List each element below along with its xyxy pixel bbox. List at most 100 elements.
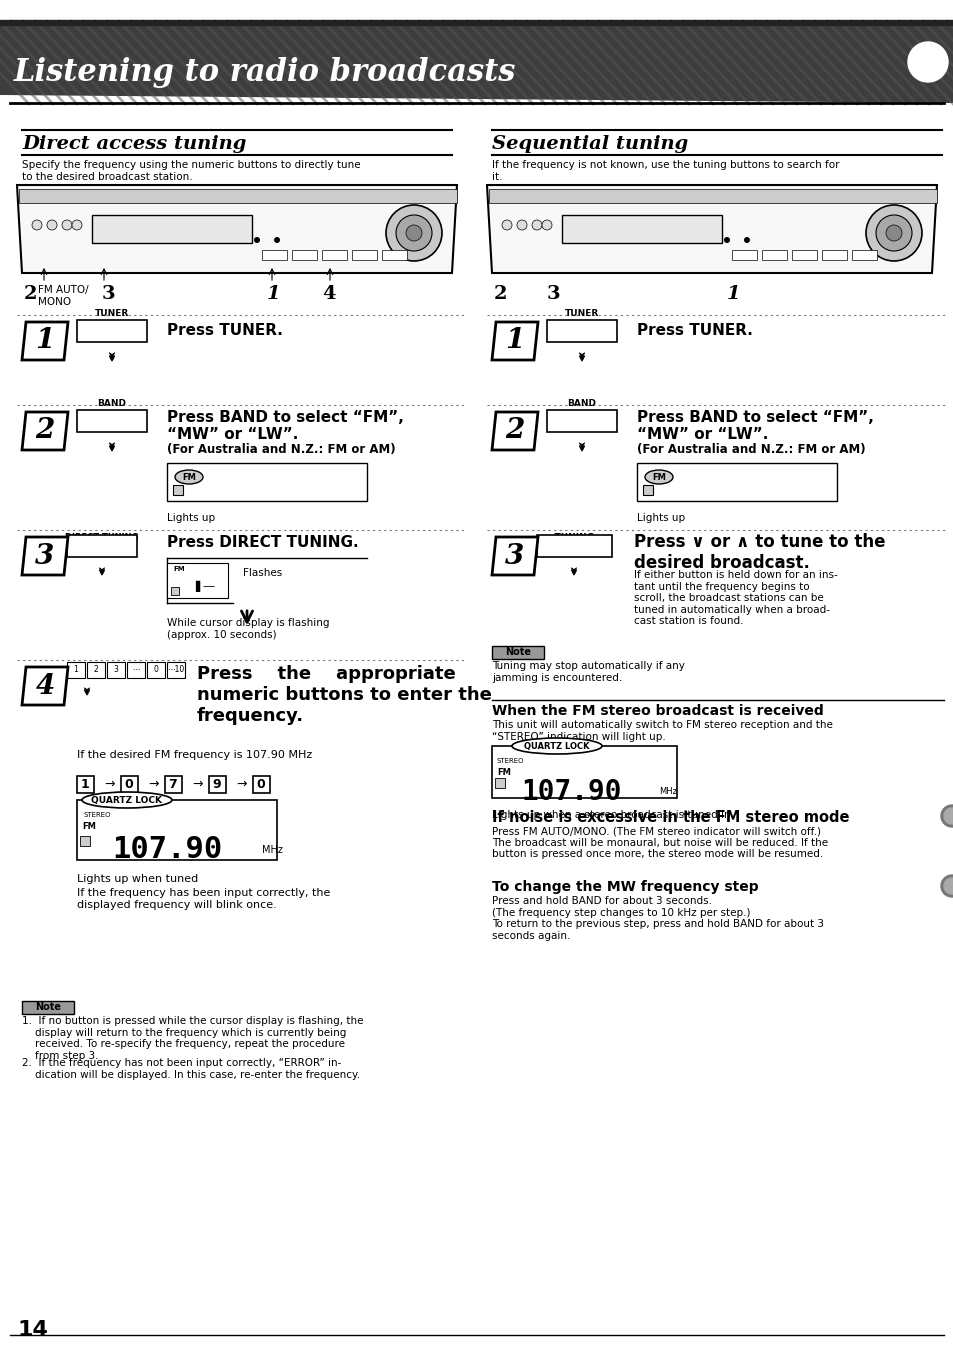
Text: QUARTZ LOCK: QUARTZ LOCK <box>91 796 162 804</box>
Bar <box>821 250 846 260</box>
Bar <box>147 662 165 679</box>
Circle shape <box>62 220 71 229</box>
Text: 2.  If the frequency has not been input correctly, “ERROR” in-
    dication will: 2. If the frequency has not been input c… <box>22 1058 359 1079</box>
Text: 1: 1 <box>73 665 78 674</box>
Text: 1: 1 <box>505 328 524 355</box>
Circle shape <box>253 237 260 243</box>
Bar <box>77 410 147 432</box>
Circle shape <box>274 237 280 243</box>
Bar <box>495 778 504 788</box>
Circle shape <box>885 225 901 241</box>
Polygon shape <box>22 666 68 706</box>
Bar <box>91 214 252 243</box>
Text: 1: 1 <box>726 285 740 304</box>
Bar <box>107 662 125 679</box>
Text: MHz: MHz <box>659 788 677 796</box>
Polygon shape <box>492 322 537 360</box>
Text: FM AUTO/
MONO: FM AUTO/ MONO <box>38 285 89 306</box>
Text: 0: 0 <box>125 777 133 791</box>
Bar <box>165 776 182 793</box>
Text: 0: 0 <box>153 665 158 674</box>
Circle shape <box>32 220 42 229</box>
Text: Specify the frequency using the numeric buttons to directly tune
to the desired : Specify the frequency using the numeric … <box>22 161 360 182</box>
Text: 3: 3 <box>113 665 118 674</box>
Text: 2: 2 <box>24 285 37 304</box>
Bar <box>381 250 407 260</box>
Ellipse shape <box>644 469 672 484</box>
Text: Press TUNER.: Press TUNER. <box>637 322 752 339</box>
Circle shape <box>71 220 82 229</box>
Circle shape <box>943 878 953 894</box>
Text: Press FM AUTO/MONO. (The FM stereo indicator will switch off.)
The broadcast wil: Press FM AUTO/MONO. (The FM stereo indic… <box>492 826 827 859</box>
Bar <box>167 463 367 500</box>
Text: ▌―: ▌― <box>194 580 214 592</box>
Circle shape <box>743 237 749 243</box>
Text: While cursor display is flashing
(approx. 10 seconds): While cursor display is flashing (approx… <box>167 618 329 639</box>
Bar <box>791 250 816 260</box>
Bar <box>77 320 147 343</box>
Text: 2: 2 <box>494 285 507 304</box>
Text: This unit will automatically switch to FM stereo reception and the
“STEREO” indi: This unit will automatically switch to F… <box>492 720 832 742</box>
Bar <box>87 662 105 679</box>
Text: ∨  TUNING  ∧: ∨ TUNING ∧ <box>540 533 607 542</box>
Polygon shape <box>492 537 537 575</box>
Text: Press BAND to select “FM”,
“MW” or “LW”.: Press BAND to select “FM”, “MW” or “LW”. <box>637 410 873 442</box>
Text: If the desired FM frequency is 107.90 MHz: If the desired FM frequency is 107.90 MH… <box>77 750 312 759</box>
Text: Press DIRECT TUNING.: Press DIRECT TUNING. <box>167 536 358 550</box>
Text: FM: FM <box>497 768 511 777</box>
Circle shape <box>541 220 552 229</box>
Text: Sequential tuning: Sequential tuning <box>492 135 687 152</box>
Text: DIRECT TUNING: DIRECT TUNING <box>65 533 138 542</box>
Text: 14: 14 <box>18 1321 49 1340</box>
Circle shape <box>47 220 57 229</box>
Text: 3: 3 <box>35 542 54 569</box>
Text: Lights up: Lights up <box>167 513 214 523</box>
Text: FM: FM <box>172 567 185 572</box>
Bar <box>642 486 652 495</box>
Bar <box>0 20 953 26</box>
Text: 107.90: 107.90 <box>112 835 222 865</box>
Circle shape <box>940 805 953 827</box>
Bar <box>322 250 347 260</box>
Text: Lights up: Lights up <box>637 513 684 523</box>
Bar <box>22 1001 74 1014</box>
Text: (For Australia and N.Z.: FM or AM): (For Australia and N.Z.: FM or AM) <box>637 442 864 456</box>
Text: Press    the    appropriate
numeric buttons to enter the
frequency.: Press the appropriate numeric buttons to… <box>196 665 492 724</box>
Polygon shape <box>0 20 953 103</box>
Text: 3: 3 <box>546 285 560 304</box>
Text: →: → <box>105 777 115 791</box>
Text: FM: FM <box>182 472 195 482</box>
Bar <box>262 250 287 260</box>
Text: 0: 0 <box>256 777 265 791</box>
Circle shape <box>386 205 441 260</box>
Circle shape <box>875 214 911 251</box>
Text: If noise is excessive in the FM stereo mode: If noise is excessive in the FM stereo m… <box>492 809 848 826</box>
Bar <box>492 646 543 660</box>
Text: (For Australia and N.Z.: FM or AM): (For Australia and N.Z.: FM or AM) <box>167 442 395 456</box>
Bar <box>489 189 936 202</box>
Text: TUNER: TUNER <box>94 309 129 318</box>
Text: Press ∨ or ∧ to tune to the
desired broadcast.: Press ∨ or ∧ to tune to the desired broa… <box>634 533 884 572</box>
Text: 3: 3 <box>505 542 524 569</box>
Bar <box>209 776 226 793</box>
Bar <box>67 536 137 557</box>
Bar <box>561 214 721 243</box>
Bar <box>127 662 145 679</box>
Polygon shape <box>22 411 68 451</box>
Text: 7: 7 <box>169 777 177 791</box>
Text: STEREO: STEREO <box>84 812 112 817</box>
Text: Listening to radio broadcasts: Listening to radio broadcasts <box>14 57 516 88</box>
Text: 2: 2 <box>505 417 524 445</box>
Text: Note: Note <box>504 648 531 657</box>
Polygon shape <box>22 322 68 360</box>
Circle shape <box>907 42 947 82</box>
Text: 3: 3 <box>102 285 115 304</box>
Circle shape <box>943 808 953 824</box>
Text: →: → <box>193 777 203 791</box>
Text: STEREO: STEREO <box>497 758 524 764</box>
Text: Press and hold BAND for about 3 seconds.
(The frequency step changes to 10 kHz p: Press and hold BAND for about 3 seconds.… <box>492 896 823 940</box>
Bar <box>537 536 612 557</box>
Text: Press TUNER.: Press TUNER. <box>167 322 283 339</box>
Bar <box>637 463 836 500</box>
Text: Tuning may stop automatically if any
jamming is encountered.: Tuning may stop automatically if any jam… <box>492 661 684 683</box>
